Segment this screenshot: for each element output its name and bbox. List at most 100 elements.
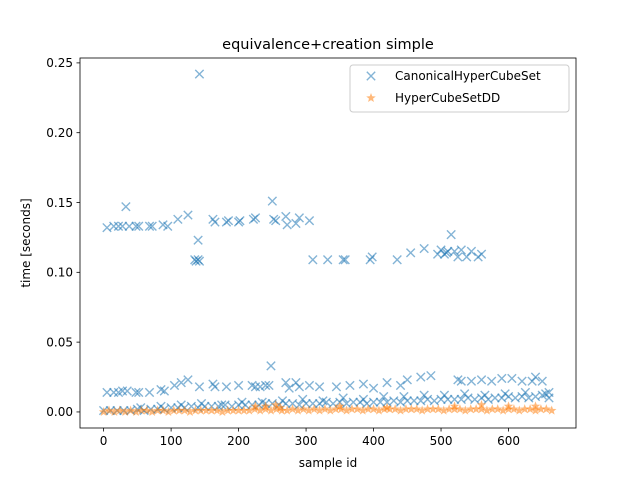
y-tick-label: 0.10 — [46, 266, 73, 280]
data-point-x — [392, 255, 402, 265]
data-point-star — [212, 405, 222, 415]
data-point-x — [500, 389, 510, 399]
data-point-star — [190, 405, 201, 415]
data-point-star — [471, 404, 481, 414]
data-point-star — [136, 405, 147, 415]
data-point-x — [480, 390, 490, 400]
data-point-x — [282, 220, 292, 230]
data-point-x — [267, 196, 278, 206]
x-tick-label: 200 — [227, 434, 250, 448]
data-point-star — [309, 404, 319, 414]
data-point-star — [120, 406, 130, 416]
data-point-star — [546, 405, 557, 415]
data-point-x — [426, 370, 436, 381]
data-point-x — [297, 394, 308, 405]
data-point-star — [335, 401, 345, 411]
data-point-x — [304, 215, 315, 226]
data-point-x — [294, 382, 305, 392]
data-point-x — [358, 394, 369, 405]
data-point-x — [308, 255, 318, 265]
data-point-x — [375, 397, 385, 407]
x-axis-label: sample id — [299, 456, 357, 470]
data-point-star — [304, 405, 314, 415]
axes-frame — [79, 57, 577, 429]
data-point-star — [503, 401, 514, 411]
data-point-star — [455, 404, 465, 414]
data-point-x — [318, 396, 328, 406]
data-point-x — [497, 373, 507, 384]
data-point-star — [255, 405, 265, 415]
data-point-star — [395, 405, 406, 415]
plot-area — [80, 58, 576, 428]
data-point-x — [419, 390, 429, 400]
data-point-x — [144, 221, 155, 231]
data-point-star — [476, 399, 487, 410]
data-point-star — [104, 405, 114, 415]
data-point-x — [196, 398, 207, 409]
data-point-star — [174, 405, 184, 415]
data-point-x — [507, 373, 517, 384]
data-point-star — [206, 405, 217, 415]
data-point-star — [503, 404, 514, 414]
data-point-star — [519, 404, 530, 414]
data-point-x — [409, 396, 419, 406]
data-point-star — [131, 406, 141, 416]
data-point-x — [345, 380, 355, 391]
y-tick-label: 0.00 — [46, 405, 73, 419]
data-point-x — [183, 210, 193, 220]
data-point-x — [476, 249, 487, 259]
data-point-x — [416, 372, 426, 382]
data-point-star — [142, 405, 152, 415]
data-point-star — [417, 405, 427, 415]
data-point-star — [270, 399, 281, 410]
data-point-star — [411, 404, 422, 414]
data-point-star — [115, 405, 125, 415]
data-point-x — [291, 218, 301, 229]
data-point-x — [266, 361, 276, 371]
data-point-x — [537, 376, 547, 386]
data-point-star — [449, 404, 460, 414]
data-point-star — [465, 404, 476, 414]
data-point-x — [367, 252, 377, 262]
data-point-star — [406, 404, 417, 414]
legend-x-marker — [366, 71, 376, 81]
data-point-x — [210, 382, 220, 392]
data-point-star — [536, 404, 546, 414]
data-point-x — [124, 221, 134, 231]
data-point-x — [530, 372, 541, 382]
data-point-x — [122, 386, 132, 396]
data-point-star — [217, 406, 228, 416]
data-point-x — [233, 380, 244, 391]
data-point-star — [384, 404, 395, 414]
x-tick-label: 500 — [430, 434, 453, 448]
data-point-x — [338, 255, 348, 265]
data-point-star — [314, 405, 325, 415]
data-point-x — [517, 376, 527, 386]
data-point-star — [98, 406, 109, 416]
data-point-star — [185, 406, 195, 416]
data-point-x — [131, 221, 141, 231]
data-point-x — [382, 377, 392, 388]
data-point-x — [260, 380, 271, 391]
data-point-x — [176, 377, 186, 388]
data-point-star — [347, 404, 357, 414]
data-point-star — [201, 405, 211, 415]
data-point-x — [490, 393, 500, 403]
data-point-x — [271, 215, 281, 226]
data-point-star — [382, 402, 392, 412]
data-point-x — [147, 221, 157, 231]
data-point-star — [341, 405, 352, 415]
data-point-star — [498, 405, 508, 415]
data-point-x — [443, 246, 453, 257]
data-point-star — [275, 402, 286, 412]
data-point-star — [293, 405, 303, 415]
axes: 0 100 200 300 400 500 600 0.00 0.05 0.10 0.15 0.20 0… — [46, 56, 577, 448]
legend-box — [349, 64, 570, 113]
data-point-star — [169, 405, 179, 415]
data-point-x — [368, 383, 379, 393]
data-point-x — [308, 398, 318, 409]
data-point-star — [244, 405, 255, 415]
data-point-star — [428, 404, 438, 414]
data-point-star — [530, 401, 541, 411]
